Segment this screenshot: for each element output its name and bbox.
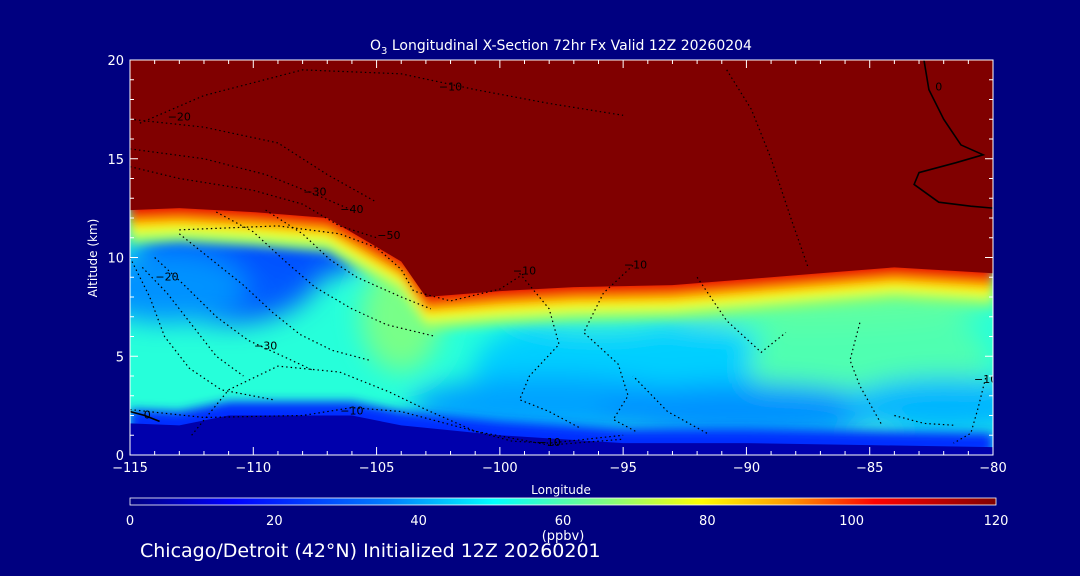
ozone-blob	[130, 252, 247, 323]
anomaly-contour-line	[178, 233, 370, 361]
anomaly-contour-line	[130, 406, 624, 446]
contour-label: −10	[624, 258, 647, 271]
x-tick-label: −95	[609, 461, 636, 476]
anomaly-contour-line	[130, 166, 377, 239]
x-tick-label: −90	[733, 461, 760, 476]
contour-label: −20	[155, 270, 178, 283]
colorbar-tick-label: 80	[699, 514, 716, 529]
contour-label: −10	[439, 81, 462, 94]
anomaly-contour-line	[265, 209, 432, 310]
colorbar-label: (ppbv)	[542, 529, 585, 544]
anomaly-contour-line	[216, 211, 436, 338]
anomaly-contour-line	[849, 322, 883, 426]
contour-label: 0	[935, 81, 942, 94]
anomaly-contour-line	[632, 375, 708, 434]
colorbar-tick-label: 60	[555, 514, 572, 529]
colorbar-tick-label: 20	[266, 514, 283, 529]
contour-label: −10	[974, 373, 997, 386]
anomaly-contour-line	[130, 257, 274, 401]
y-tick-label: 20	[107, 54, 124, 69]
colorbar-tick-label: 100	[839, 514, 864, 529]
ozone-blob	[596, 383, 897, 440]
zero-contour-line	[130, 410, 160, 423]
chart-title: O3 Longitudinal X-Section 72hr Fx Valid …	[370, 38, 752, 57]
contour-label: −40	[340, 203, 363, 216]
contour-label: −10	[513, 264, 536, 277]
contour-label: −30	[254, 339, 277, 352]
colorbar-tick-label: 0	[126, 514, 134, 529]
colorbar-tick-label: 40	[410, 514, 427, 529]
anomaly-contour-line	[726, 69, 809, 268]
anomaly-contour-line	[130, 118, 377, 203]
anomaly-contour-line	[518, 272, 580, 428]
anomaly-contour-line	[141, 266, 244, 377]
x-tick-label: −105	[359, 461, 395, 476]
x-tick-label: −85	[856, 461, 883, 476]
stratosphere-region	[130, 60, 993, 297]
contour-label: −50	[377, 229, 400, 242]
x-tick-label: −80	[979, 461, 1006, 476]
colorbar	[129, 497, 997, 506]
anomaly-contours: −20 −10 −30 −40 −50 −10 −10 −20 −30 −10 −10 −10 0 0	[130, 60, 997, 449]
contour-label: −20	[168, 110, 191, 123]
anomaly-contour-line	[139, 69, 624, 124]
ozone-blob	[843, 377, 993, 434]
x-tick-label: −100	[482, 461, 518, 476]
x-tick-label: −110	[235, 461, 271, 476]
colorbar-ticks: 0 20 40 60 80 100 120	[126, 514, 1009, 529]
initialization-caption: Chicago/Detroit (42°N) Initialized 12Z 2…	[140, 540, 601, 562]
contour-label: 0	[144, 409, 151, 422]
anomaly-contour-line	[191, 365, 624, 444]
contour-label: −10	[538, 436, 561, 449]
y-tick-label: 0	[116, 449, 124, 464]
y-tick-label: 5	[116, 350, 124, 365]
colorbar-tick-label: 120	[984, 514, 1009, 529]
y-tick-label: 15	[107, 153, 124, 168]
contour-label: −10	[340, 405, 363, 418]
y-tick-label: 10	[107, 252, 124, 267]
contour-label: −30	[303, 185, 326, 198]
anomaly-contour-line	[894, 414, 957, 426]
y-axis-label: Altitude (km)	[86, 219, 100, 298]
ozone-field	[130, 60, 993, 455]
surface-region	[130, 415, 993, 455]
anomaly-contour-line	[582, 264, 636, 432]
plot-area: −20 −10 −30 −40 −50 −10 −10 −20 −30 −10 −10 −10 0 0	[130, 60, 997, 455]
zero-contour-line	[913, 60, 993, 209]
x-axis-label: Longitude	[531, 483, 591, 497]
anomaly-contour-line	[130, 148, 353, 211]
x-tick-label: −115	[112, 461, 148, 476]
